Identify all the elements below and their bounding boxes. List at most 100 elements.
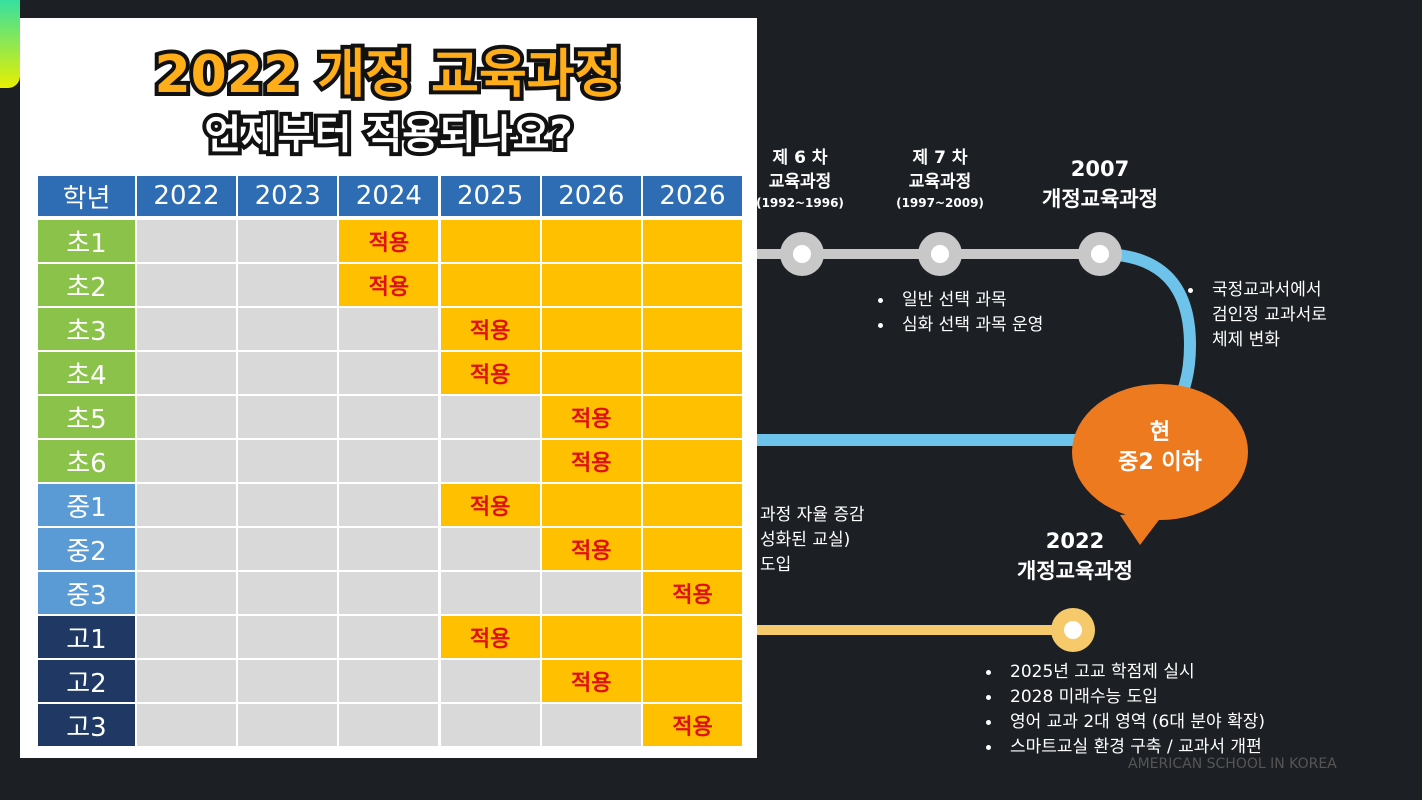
label: 제 7 차 [912,148,968,168]
bullet [986,745,991,750]
cell [643,660,742,702]
cell [541,616,641,658]
note: 스마트교실 환경 구축 / 교과서 개편 [1010,737,1262,757]
bullet [986,695,991,700]
row-label: 초4 [38,352,135,394]
row-label: 중1 [38,484,135,526]
cell [339,704,439,746]
cell [440,264,540,306]
cell [339,308,439,350]
bubble [1072,384,1248,520]
cell [137,660,236,702]
cell [137,572,236,614]
header-cell: 2026 [541,176,641,216]
cell [541,704,641,746]
stage: 제 6 차 교육과정 (1992~1996) [740,146,860,212]
note: 2028 미래수능 도입 [1010,687,1158,707]
cell: 적용 [440,616,540,658]
cell [643,220,742,262]
notes: 일반 선택 과목 심화 선택 과목 운영 [872,288,1043,338]
cell [339,352,439,394]
cell [238,528,338,570]
cell [238,440,338,482]
row-label: 초5 [38,396,135,438]
label: 개정교육과정 [1017,559,1133,583]
nodes [780,232,1122,276]
bullet [986,670,991,675]
cell: 적용 [440,484,540,526]
cell [339,616,439,658]
cell [238,264,338,306]
item: 도입 [760,555,792,575]
header-cell: 2025 [440,176,540,216]
cell [339,396,439,438]
row-label: 중2 [38,528,135,570]
cell [440,396,540,438]
cell [643,396,742,438]
cell [541,264,641,306]
label: 중2 이하 [1118,450,1202,475]
cell [339,660,439,702]
cell: 적용 [541,660,641,702]
item: 영어 교과 2대 영역 (6대 분야 확장) [980,710,1265,735]
cell [643,352,742,394]
cell [541,572,641,614]
cell [137,396,236,438]
item: 성화된 교실) [760,530,851,550]
item: 2028 미래수능 도입 [980,685,1265,710]
cell: 적용 [541,528,641,570]
header-cell: 2022 [137,176,236,216]
cell [238,484,338,526]
cell: 적용 [541,440,641,482]
cell [339,440,439,482]
label: (1997~2009) [896,196,984,210]
cell [137,220,236,262]
cell [339,572,439,614]
cell [339,528,439,570]
label: 2022 [1045,529,1105,553]
cell [238,352,338,394]
node [1064,621,1082,639]
cell: 적용 [643,704,742,746]
cell [643,440,742,482]
cell [137,528,236,570]
cell [541,484,641,526]
notes: 국정교과서에서 검인정 교과서로 체제 변화 [1182,278,1327,353]
item: 체제 변화 [1212,330,1280,350]
stage: 2022 개정교육과정 [980,526,1170,586]
table-panel: 2022 개정 교육과정 언제부터 적용되나요? 학년 2022 2023 2024 2… [20,18,757,758]
cell [643,528,742,570]
row-label: 고2 [38,660,135,702]
cell [440,440,540,482]
row-label: 초6 [38,440,135,482]
header-cell: 학년 [38,176,135,216]
cell [137,704,236,746]
cell [137,484,236,526]
cell [440,528,540,570]
notes: 2025년 고교 학점제 실시 2028 미래수능 도입 영어 교과 2대 영역 (… [980,660,1265,760]
header-cell: 2023 [238,176,338,216]
label: 제 6 차 [772,148,828,168]
table-title: 2022 개정 교육과정 [151,41,627,109]
label: 2007 [1070,157,1130,181]
accent [0,0,20,88]
cell [137,440,236,482]
label: 개정교육과정 [1042,187,1158,211]
row-label: 고1 [38,616,135,658]
watermark: AMERICAN SCHOOL IN KOREA [1128,756,1337,772]
cell [238,660,338,702]
stage: 제 7 차 교육과정 (1997~2009) [880,146,1000,212]
cell [238,308,338,350]
bubble-tail [1120,512,1165,545]
row-label: 초2 [38,264,135,306]
row-label: 초1 [38,220,135,262]
cell [541,220,641,262]
cell [541,352,641,394]
item: 과정 자율 증감 [760,505,865,525]
cell: 적용 [339,220,439,262]
cell [440,220,540,262]
cell [643,264,742,306]
label: 현 [1149,420,1171,445]
